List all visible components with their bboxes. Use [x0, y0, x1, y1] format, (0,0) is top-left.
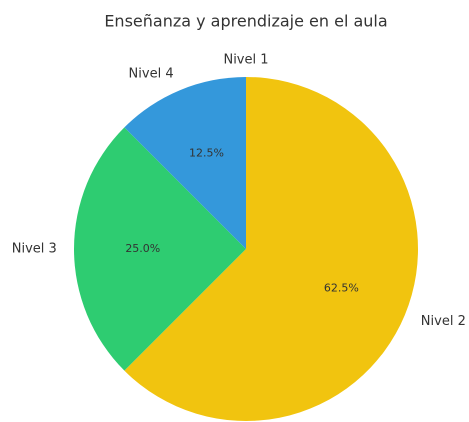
slice-label: Nivel 1	[223, 52, 268, 67]
pie-slice	[124, 77, 246, 249]
slice-value-label: 62.5%	[324, 281, 359, 294]
slice-label: Nivel 3	[12, 242, 57, 257]
slice-value-label: 25.0%	[125, 242, 160, 255]
slice-value-label: 12.5%	[189, 147, 224, 160]
pie-slice	[73, 127, 246, 371]
chart-title: Enseñanza y aprendizaje en el aula	[104, 12, 387, 31]
slice-label: Nivel 2	[421, 314, 466, 329]
slice-label: Nivel 4	[129, 67, 174, 82]
pie-slice	[124, 77, 418, 422]
